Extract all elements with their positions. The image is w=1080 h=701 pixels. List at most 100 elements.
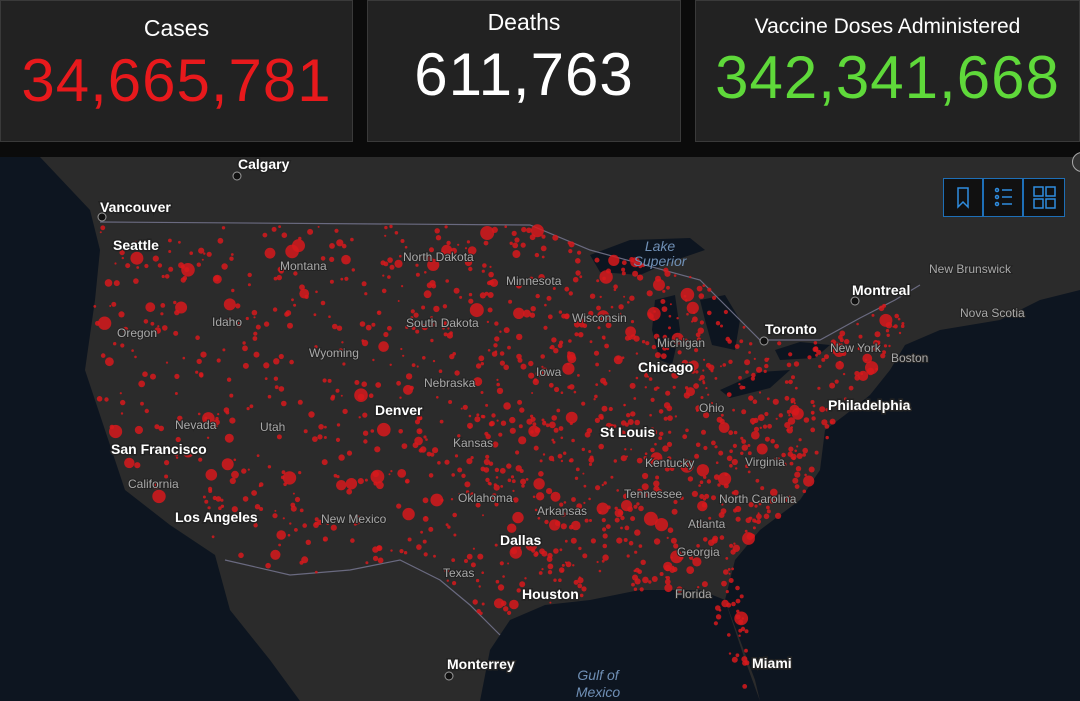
case-dot [601,405,608,412]
case-dot [164,460,170,466]
case-dot [598,443,604,450]
case-dot [211,423,218,430]
case-dot [100,353,106,358]
map[interactable]: Calgary Vancouver Seattle Montreal Toron… [0,157,1080,701]
case-dot [517,357,523,363]
case-dot [476,413,480,417]
case-dot [601,559,605,563]
case-dot [547,314,553,320]
case-dot [688,360,699,371]
case-dot [242,496,249,502]
case-dot [494,350,498,354]
bookmark-button[interactable] [943,178,983,217]
case-dot [567,351,571,355]
case-dot [431,283,437,289]
case-dot [477,553,484,560]
case-dot [824,354,829,360]
case-dot [211,535,215,539]
case-dot [361,381,368,388]
case-dot [362,430,369,436]
case-dot [858,334,863,339]
case-dot [734,611,749,626]
case-dot [198,247,205,254]
case-dot [538,471,544,477]
case-dot [747,470,751,474]
case-dot [430,493,444,507]
region-label: Kentucky [645,456,694,470]
case-dot [651,429,658,436]
basemap-button[interactable] [1023,178,1065,217]
case-dot [164,474,169,479]
case-dot [252,336,258,341]
case-dot [745,370,749,374]
case-dot [702,381,706,385]
case-dot [174,309,180,316]
case-dot [483,467,490,473]
case-dot [551,337,557,343]
case-dot [738,634,741,637]
case-dot [535,492,545,501]
case-dot [508,299,513,304]
case-dot [140,401,144,406]
case-dot [788,446,794,452]
case-dot [497,584,505,591]
case-dot [271,226,277,232]
case-dot [521,587,527,593]
case-dot [568,339,572,343]
case-dot [161,274,165,279]
case-dot [162,325,168,331]
case-dot [593,398,596,401]
case-dot [427,255,433,261]
case-dot [274,509,277,512]
case-dot [537,517,541,520]
legend-button[interactable] [983,178,1023,217]
case-dot [628,540,634,546]
case-dot [399,254,402,258]
case-dot [511,479,516,484]
case-dot [352,515,362,525]
case-dot [666,441,673,447]
case-dot [549,421,556,429]
case-dot [500,485,504,488]
case-dot [221,263,228,270]
case-dot [619,430,626,437]
case-dot [246,407,250,411]
panel-value: 34,665,781 [21,47,332,114]
case-dot [485,403,489,407]
case-dot [342,408,348,415]
case-dot [336,480,347,491]
case-dot [422,356,426,360]
case-dot [131,349,134,352]
case-dot [454,454,459,458]
case-dot [656,488,663,495]
case-dot [626,413,631,418]
case-dot [255,324,261,330]
case-dot [384,225,388,230]
case-dot [766,505,770,510]
case-dot [516,282,522,289]
case-dot [506,463,512,469]
case-dot [795,466,802,472]
case-dot [718,609,722,612]
case-dot [568,241,575,248]
case-dot [488,271,494,278]
case-dot [751,430,760,440]
case-dot [365,324,372,331]
case-dot [728,430,734,436]
case-dot [394,259,403,268]
case-dot [833,346,845,357]
case-dot [488,482,492,486]
case-dot [120,399,126,406]
case-dot [695,442,701,448]
case-dot [465,490,470,494]
case-dot [732,544,740,552]
case-dot [518,436,527,445]
case-dot [573,579,579,585]
case-dot [722,497,726,501]
case-dot [381,288,387,294]
case-dot [656,386,659,389]
case-dot [422,516,429,522]
case-dot [661,306,668,312]
case-dot [701,581,708,588]
case-dot [605,524,611,529]
